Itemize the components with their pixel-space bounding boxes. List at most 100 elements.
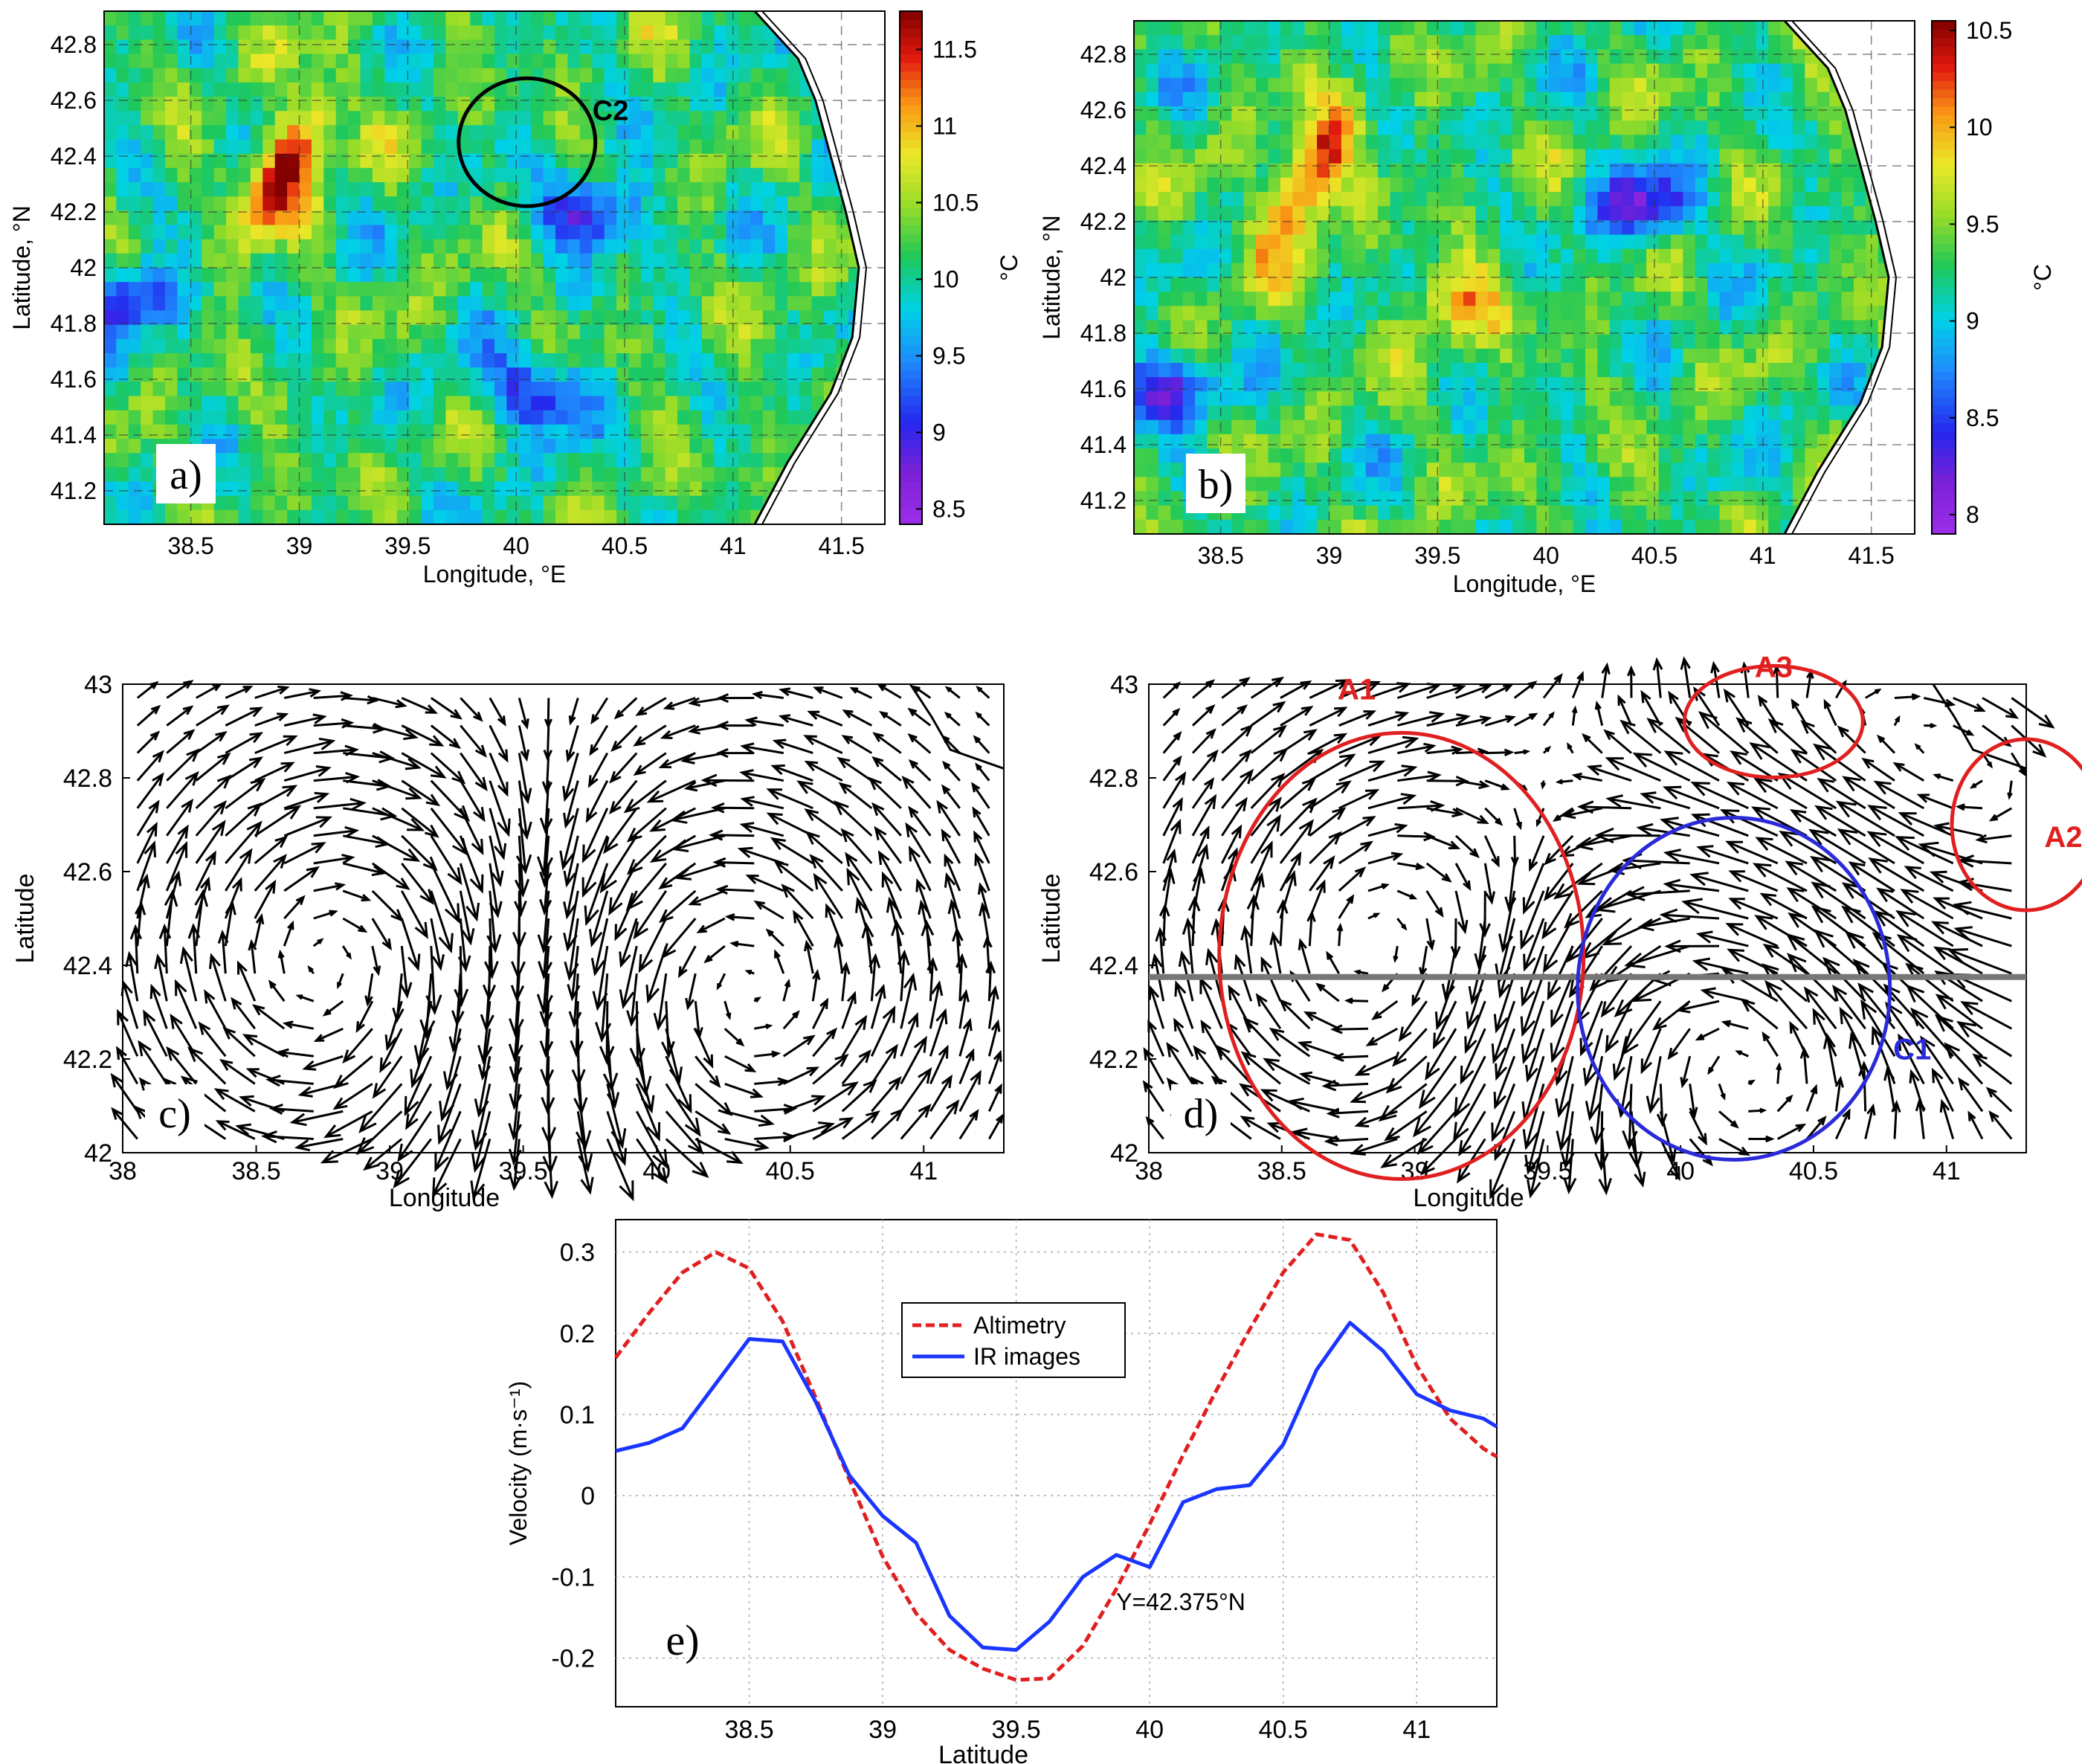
panel-b-sst-cell	[1329, 77, 1342, 93]
panel-b-sst-cell	[1609, 448, 1622, 463]
panel-a-sst-cell	[335, 54, 349, 69]
panel-b-sst-cell	[1451, 491, 1464, 506]
panel-b-sst-cell	[1292, 21, 1306, 36]
panel-b-sst-cell	[1658, 292, 1672, 306]
panel-b-sst-cell	[1683, 135, 1696, 150]
panel-a-sst-cell	[653, 25, 666, 40]
panel-a-sst-cell	[604, 39, 617, 55]
panel-b-sst-cell	[1609, 334, 1622, 350]
panel-b-sst-cell	[1341, 334, 1354, 350]
panel-b-sst-cell	[1573, 177, 1586, 193]
panel-b-sst-cell	[1512, 477, 1525, 492]
panel-a-sst-cell	[701, 253, 715, 268]
panel-b-sst-cell	[1195, 377, 1208, 392]
panel-b-sst-cell	[1280, 163, 1293, 178]
panel-b-sst-cell	[1256, 263, 1269, 278]
panel-a-sst-cell	[287, 167, 300, 183]
panel-a-sst-cell	[531, 296, 544, 312]
panel-b-sst-cell	[1817, 163, 1830, 178]
panel-c-arrow	[213, 1088, 256, 1113]
panel-a-sst-cell	[409, 338, 422, 354]
panel-a-sst-cell	[787, 268, 800, 283]
panel-b-sst-cell	[1426, 419, 1440, 435]
panel-b-sst-cell	[1329, 519, 1342, 535]
panel-b-sst-cell	[1170, 434, 1184, 449]
panel-a-sst-cell	[677, 453, 691, 468]
panel-a-sst-cell	[567, 39, 581, 55]
panel-a-sst-cell	[457, 196, 471, 211]
panel-a-sst-cell	[274, 467, 288, 483]
panel-b-sst-cell	[1451, 348, 1464, 364]
panel-b-sst-cell	[1683, 177, 1696, 193]
panel-a-sst-cell	[494, 481, 507, 497]
panel-b-sst-cell	[1134, 477, 1147, 492]
panel-a-sst-cell	[457, 396, 471, 411]
panel-a-sst-cell	[555, 310, 568, 326]
panel-a-sst-cell	[141, 11, 154, 26]
panel-b-sst-cell	[1744, 377, 1757, 392]
panel-a-sst-cell	[323, 382, 337, 397]
panel-c-arrow	[754, 1023, 773, 1030]
panel-a-sst-cell	[567, 296, 581, 312]
panel-a-sst-cell	[640, 196, 654, 211]
panel-a-sst-cell	[701, 210, 715, 226]
panel-b-sst-cell	[1146, 263, 1159, 278]
panel-a-sst-cell	[531, 353, 544, 368]
panel-b-sst-cell	[1378, 348, 1391, 364]
panel-a-sst-cell	[311, 196, 324, 211]
panel-b-sst-cell	[1268, 77, 1281, 93]
panel-b-sst-cell	[1329, 334, 1342, 350]
panel-a-sst-cell	[592, 324, 605, 340]
panel-a-sst-cell	[226, 396, 239, 411]
panel-c-arrow	[251, 1004, 286, 1030]
panel-b-sst-cell	[1341, 448, 1354, 463]
panel-b-sst-cell	[1243, 263, 1257, 278]
panel-a-sst-cell	[494, 225, 507, 240]
panel-b-sst-cell	[1280, 292, 1293, 306]
panel-b-sst-cell	[1597, 505, 1611, 521]
panel-a-sst-cell	[762, 239, 776, 254]
panel-b-sst-cell	[1475, 21, 1489, 36]
panel-a-sst-cell	[775, 338, 788, 354]
panel-a-sst-cell	[445, 139, 459, 155]
panel-b-sst-cell	[1463, 234, 1476, 250]
panel-b-sst-cell	[1280, 35, 1293, 50]
panel-b-sst-cell	[1695, 505, 1708, 521]
panel-a-sst-cell	[640, 253, 654, 268]
panel-a-sst-cell	[787, 338, 800, 354]
panel-a-sst-cell	[213, 11, 227, 26]
panel-b-sst-cell	[1256, 348, 1269, 364]
panel-a-sst-cell	[470, 324, 483, 340]
panel-b-sst-cell	[1609, 348, 1622, 364]
panel-a-sst-cell	[677, 410, 691, 425]
panel-b-sst-cell	[1646, 448, 1660, 463]
panel-b-sst-cell	[1390, 505, 1403, 521]
panel-a-sst-cell	[592, 353, 605, 368]
panel-b-sst-cell	[1207, 320, 1220, 335]
panel-a-sst-cell	[738, 282, 752, 297]
panel-a-colorbar-step	[900, 139, 922, 149]
panel-b-sst-cell	[1731, 77, 1744, 93]
panel-a-sst-cell	[396, 68, 410, 83]
panel-b-sst-cell	[1756, 263, 1769, 278]
panel-b-sst-cell	[1622, 391, 1635, 407]
panel-a-sst-cell	[177, 11, 190, 26]
panel-a-colorbar-step	[900, 156, 922, 166]
panel-b-sst-cell	[1622, 419, 1635, 435]
panel-a-sst-cell	[762, 439, 776, 454]
panel-a-sst-cell	[141, 153, 154, 169]
panel-a-sst-cell	[409, 97, 422, 112]
panel-a-sst-cell	[775, 97, 788, 112]
panel-a-sst-cell	[579, 324, 593, 340]
panel-b-sst-cell	[1707, 277, 1721, 292]
panel-b-sst-cell	[1475, 320, 1489, 335]
panel-a-sst-cell	[250, 382, 263, 397]
panel-a-sst-cell	[567, 111, 581, 126]
panel-a-sst-cell	[152, 424, 166, 440]
panel-b-sst-cell	[1609, 306, 1622, 321]
panel-b-sst-cell	[1658, 363, 1672, 378]
panel-a-sst-cell	[384, 253, 398, 268]
panel-b-sst-cell	[1585, 220, 1598, 236]
panel-b-sst-cell	[1182, 91, 1196, 107]
panel-a-sst-cell	[299, 210, 312, 226]
